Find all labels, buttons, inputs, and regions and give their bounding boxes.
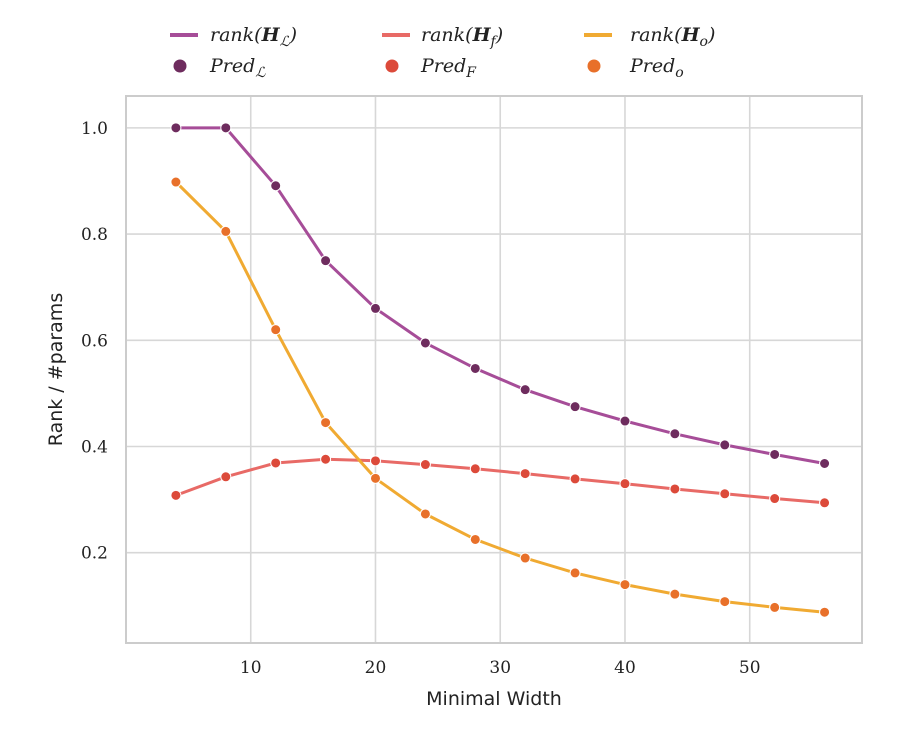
legend-label-pred-o: Predo — [629, 55, 684, 81]
data-point-l — [220, 122, 232, 134]
legend-label-pred-f: PredF — [420, 55, 477, 81]
legend-label-rank-h-f: rank(Hf) — [421, 24, 503, 50]
data-point-f — [170, 489, 182, 501]
x-tick-label: 10 — [240, 658, 262, 678]
data-point-l — [619, 415, 631, 427]
legend-entry-rank-h-l: rank(Hℒ) — [170, 24, 297, 50]
data-point-f — [619, 478, 631, 490]
series-layer — [170, 122, 831, 618]
legend-entry-rank-h-o: rank(Ho) — [584, 24, 715, 50]
data-point-l — [569, 401, 581, 413]
data-point-l — [519, 384, 531, 396]
data-point-l — [469, 362, 481, 374]
data-point-o — [469, 533, 481, 545]
x-tick-label: 40 — [614, 658, 636, 678]
legend-label-pred-l: Predℒ — [209, 55, 266, 81]
data-point-f — [419, 459, 431, 471]
data-point-l — [170, 122, 182, 134]
data-point-f — [469, 463, 481, 475]
data-point-l — [369, 302, 381, 314]
data-point-o — [569, 567, 581, 579]
x-axis-label: Minimal Width — [426, 688, 562, 710]
data-point-f — [369, 455, 381, 467]
legend: rank(Hℒ) rank(Hf) rank(Ho) Predℒ PredF P… — [170, 24, 715, 81]
series-line-l — [175, 126, 825, 465]
data-point-o — [669, 588, 681, 600]
legend-entry-pred-f: PredF — [385, 55, 477, 81]
data-point-o — [819, 606, 831, 618]
y-tick-label: 1.0 — [81, 119, 108, 139]
data-point-l — [669, 428, 681, 440]
legend-entry-rank-h-f: rank(Hf) — [382, 24, 503, 50]
y-axis-label: Rank / #params — [45, 293, 67, 446]
data-point-f — [669, 483, 681, 495]
data-point-l — [819, 457, 831, 469]
x-tick-label: 30 — [489, 658, 511, 678]
data-point-o — [369, 472, 381, 484]
data-point-o — [270, 324, 282, 336]
data-point-o — [170, 176, 182, 188]
legend-label-rank-h-o: rank(Ho) — [630, 24, 715, 50]
data-point-l — [719, 439, 731, 451]
series-line-o — [174, 180, 825, 614]
legend-marker-pred-o — [587, 59, 601, 73]
data-point-o — [619, 579, 631, 591]
legend-entry-pred-o: Predo — [587, 55, 684, 81]
data-point-o — [419, 508, 431, 520]
data-point-o — [519, 552, 531, 564]
data-point-o — [220, 225, 232, 237]
legend-entry-pred-l: Predℒ — [173, 55, 266, 81]
series-line-f — [175, 457, 825, 505]
data-point-o — [719, 596, 731, 608]
legend-label-rank-h-l: rank(Hℒ) — [210, 24, 297, 50]
grid — [126, 96, 862, 643]
data-point-f — [569, 473, 581, 485]
data-point-l — [270, 180, 282, 192]
y-tick-label: 0.4 — [81, 438, 108, 458]
data-point-f — [270, 457, 282, 469]
y-tick-label: 0.2 — [81, 544, 108, 564]
x-tick-label: 20 — [365, 658, 387, 678]
tick-labels: 10 20 30 40 50 0.2 0.4 0.6 0.8 1.0 — [81, 119, 761, 678]
data-point-f — [819, 497, 831, 509]
data-point-f — [519, 468, 531, 480]
legend-marker-pred-f — [385, 59, 399, 73]
y-tick-label: 0.6 — [81, 331, 108, 351]
plot-frame — [125, 95, 863, 644]
data-point-f — [719, 488, 731, 500]
data-point-l — [320, 255, 332, 267]
data-point-o — [320, 417, 332, 429]
data-point-f — [320, 453, 332, 465]
y-tick-label: 0.8 — [81, 225, 108, 245]
plot-background — [126, 96, 862, 643]
data-point-f — [220, 471, 232, 483]
x-tick-label: 50 — [739, 658, 761, 678]
data-point-l — [419, 337, 431, 349]
legend-marker-pred-l — [173, 59, 187, 73]
data-point-l — [769, 448, 781, 460]
data-point-o — [769, 601, 781, 613]
data-point-f — [769, 493, 781, 505]
